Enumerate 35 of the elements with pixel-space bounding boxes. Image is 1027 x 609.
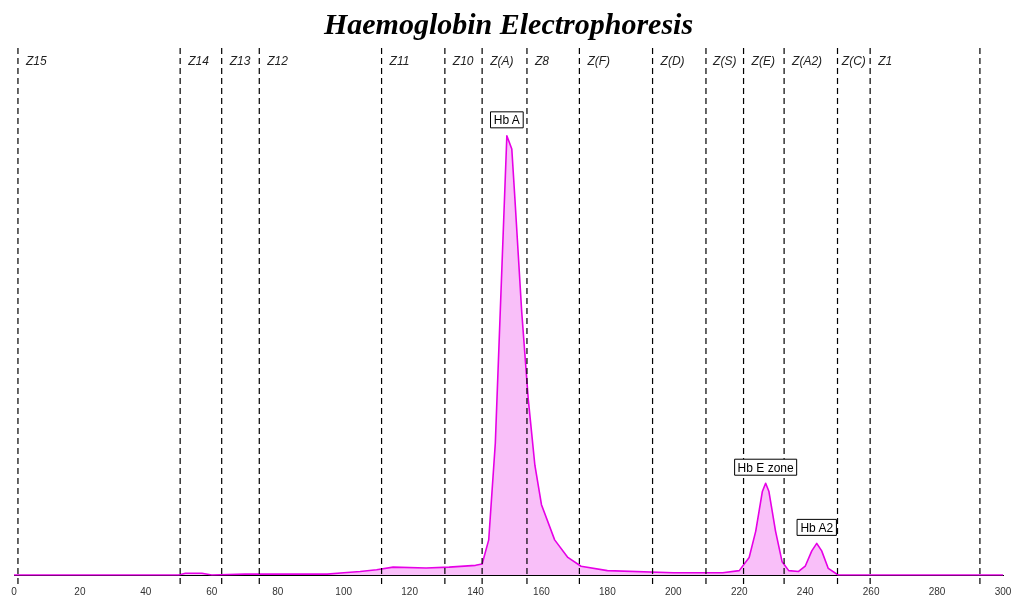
x-tick-label: 160 [533,585,551,597]
x-tick-label: 240 [796,585,814,597]
annotation: Hb E zone [737,460,794,475]
x-tick-label: 300 [994,585,1012,597]
x-tick-label: 0 [11,585,18,597]
ref-line-label: Z(F) [586,54,611,69]
chart-title: Haemoglobin Electrophoresis [322,6,694,40]
x-tick-label: 260 [862,585,880,597]
x-tick-label: 80 [272,585,284,597]
x-tick-label: 20 [74,585,86,597]
ref-line-label: Z(E) [750,54,775,69]
annotation: Hb A [493,113,520,128]
ref-line-label: Z(S) [712,54,737,69]
x-tick-label: 100 [335,585,353,597]
ref-line-label: Z13 [228,54,251,69]
ref-line-label: Z15 [24,54,47,69]
ref-line-label: Z8 [533,54,550,69]
x-tick-label: 280 [928,585,946,597]
x-tick-label: 60 [206,585,218,597]
ref-line-label: Z(A2) [791,54,823,69]
ref-line-label: Z12 [266,54,289,69]
ref-line-label: Z14 [187,54,210,69]
x-tick-label: 180 [599,585,617,597]
ref-line-label: Z(A) [489,54,514,69]
ref-line-label: Z10 [451,54,474,69]
x-tick-label: 200 [664,585,683,597]
x-tick-label: 120 [401,585,419,597]
ref-line-label: Z(C) [840,54,866,69]
ref-line-label: Z1 [877,54,893,69]
x-tick-label: 40 [140,585,152,597]
annotation: Hb A2 [800,520,834,535]
ref-line-label: Z11 [388,54,410,69]
x-tick-label: 220 [730,585,749,597]
x-tick-label: 140 [467,585,485,597]
ref-line-label: Z(D) [659,54,685,69]
